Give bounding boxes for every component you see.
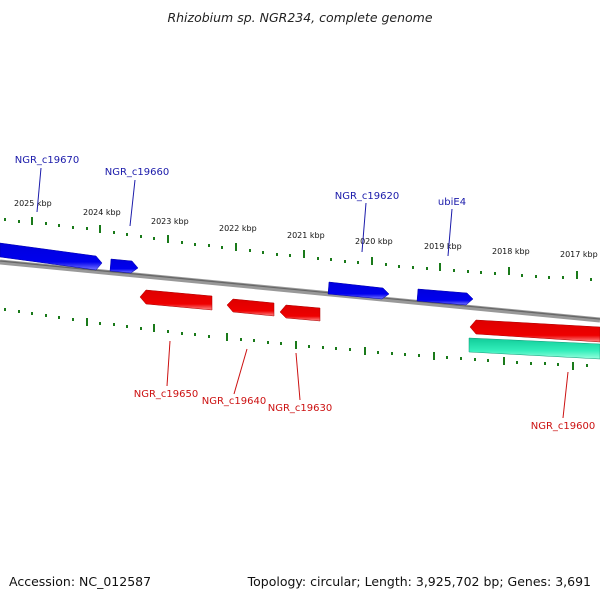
gene-NGR_c19630[interactable]	[279, 304, 321, 322]
ruler-label-2018: 2018 kbp	[492, 247, 530, 256]
forward-genes	[0, 242, 474, 306]
chromosome-backbone-edge	[0, 260, 600, 320]
label-NGR_c19600[interactable]: NGR_c19600	[531, 421, 596, 432]
reverse-genes	[139, 289, 600, 360]
leader-NGR_c19600	[562, 371, 569, 419]
gene-NGR_c19660[interactable]	[109, 258, 139, 274]
ruler-label-2025: 2025 kbp	[14, 199, 52, 208]
leader-ubiE4	[447, 208, 453, 257]
ruler-label-2020: 2020 kbp	[355, 237, 393, 246]
genome-title: Rhizobium sp. NGR234, complete genome	[167, 10, 433, 25]
label-ubiE4[interactable]: ubiE4	[438, 197, 466, 208]
leader-NGR_c19640	[233, 348, 248, 395]
ruler-label-2022: 2022 kbp	[219, 224, 257, 233]
ruler-label-2024: 2024 kbp	[83, 208, 121, 217]
label-NGR_c19670[interactable]: NGR_c19670	[15, 155, 80, 166]
label-NGR_c19620[interactable]: NGR_c19620	[335, 191, 400, 202]
ruler-label-2021: 2021 kbp	[287, 231, 325, 240]
accession-text: Accession: NC_012587	[9, 574, 152, 589]
leader-NGR_c19660	[129, 179, 136, 227]
gene-red-right-edge[interactable]	[469, 319, 600, 343]
leader-NGR_c19650	[166, 340, 171, 387]
leader-NGR_c19630	[295, 352, 301, 401]
label-NGR_c19640[interactable]: NGR_c19640	[202, 396, 267, 407]
genome-summary-text: Topology: circular; Length: 3,925,702 bp…	[247, 574, 591, 589]
label-NGR_c19630[interactable]: NGR_c19630	[268, 403, 333, 414]
ruler-label-2019: 2019 kbp	[424, 242, 462, 251]
gene-NGR_c19650[interactable]	[139, 289, 213, 311]
lower-ruler-dots	[4, 308, 588, 370]
gene-NGR_c19600[interactable]	[468, 337, 600, 360]
chromosome-backbone	[0, 259, 600, 323]
gene-ubiE4[interactable]	[416, 288, 474, 306]
leader-NGR_c19670	[36, 167, 42, 213]
leader-NGR_c19620	[361, 202, 367, 253]
ruler-label-2017: 2017 kbp	[560, 250, 598, 259]
gene-NGR_c19670[interactable]	[0, 242, 103, 271]
gene-NGR_c19640[interactable]	[226, 298, 275, 317]
label-NGR_c19650[interactable]: NGR_c19650	[134, 389, 199, 400]
upper-ruler-dots	[4, 217, 592, 281]
ruler-label-2023: 2023 kbp	[151, 217, 189, 226]
label-NGR_c19660[interactable]: NGR_c19660	[105, 167, 170, 178]
gene-NGR_c19620[interactable]	[327, 281, 390, 300]
